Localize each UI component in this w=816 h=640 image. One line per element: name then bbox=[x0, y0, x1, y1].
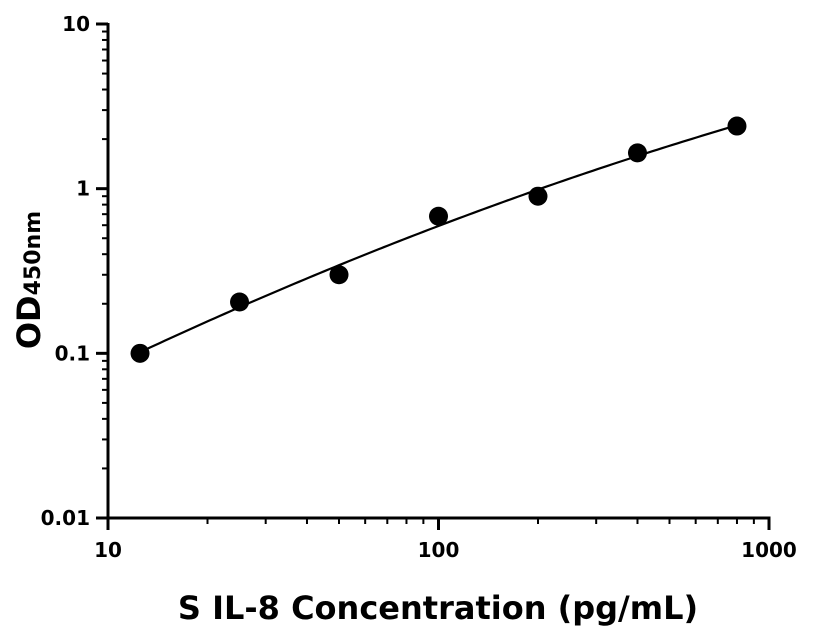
y-tick-label: 1 bbox=[76, 177, 90, 201]
data-point bbox=[429, 206, 448, 226]
y-tick-label: 0.1 bbox=[55, 341, 90, 365]
x-tick-label: 100 bbox=[418, 538, 460, 562]
axes bbox=[106, 23, 771, 520]
y-tick-label: 0.01 bbox=[41, 506, 90, 530]
y-tick-label: 10 bbox=[62, 12, 90, 36]
x-axis-title: S IL-8 Concentration (pg/mL) bbox=[178, 589, 698, 627]
y-axis-title: OD450nm bbox=[10, 211, 48, 349]
x-tick-label: 1000 bbox=[741, 538, 797, 562]
x-tick-label: 10 bbox=[94, 538, 122, 562]
data-point bbox=[627, 143, 647, 163]
data-point bbox=[528, 186, 548, 206]
ticks: 10 100 1000 10 1 0.1 0.01 bbox=[41, 12, 797, 562]
data-points bbox=[130, 116, 747, 363]
data-point bbox=[130, 343, 150, 363]
y-axis-title-sub: 450nm bbox=[21, 211, 46, 296]
data-point bbox=[727, 116, 747, 136]
y-axis-title-main: OD bbox=[10, 295, 48, 349]
data-point bbox=[230, 292, 250, 312]
fit-curve bbox=[139, 124, 738, 354]
data-point bbox=[329, 265, 349, 285]
